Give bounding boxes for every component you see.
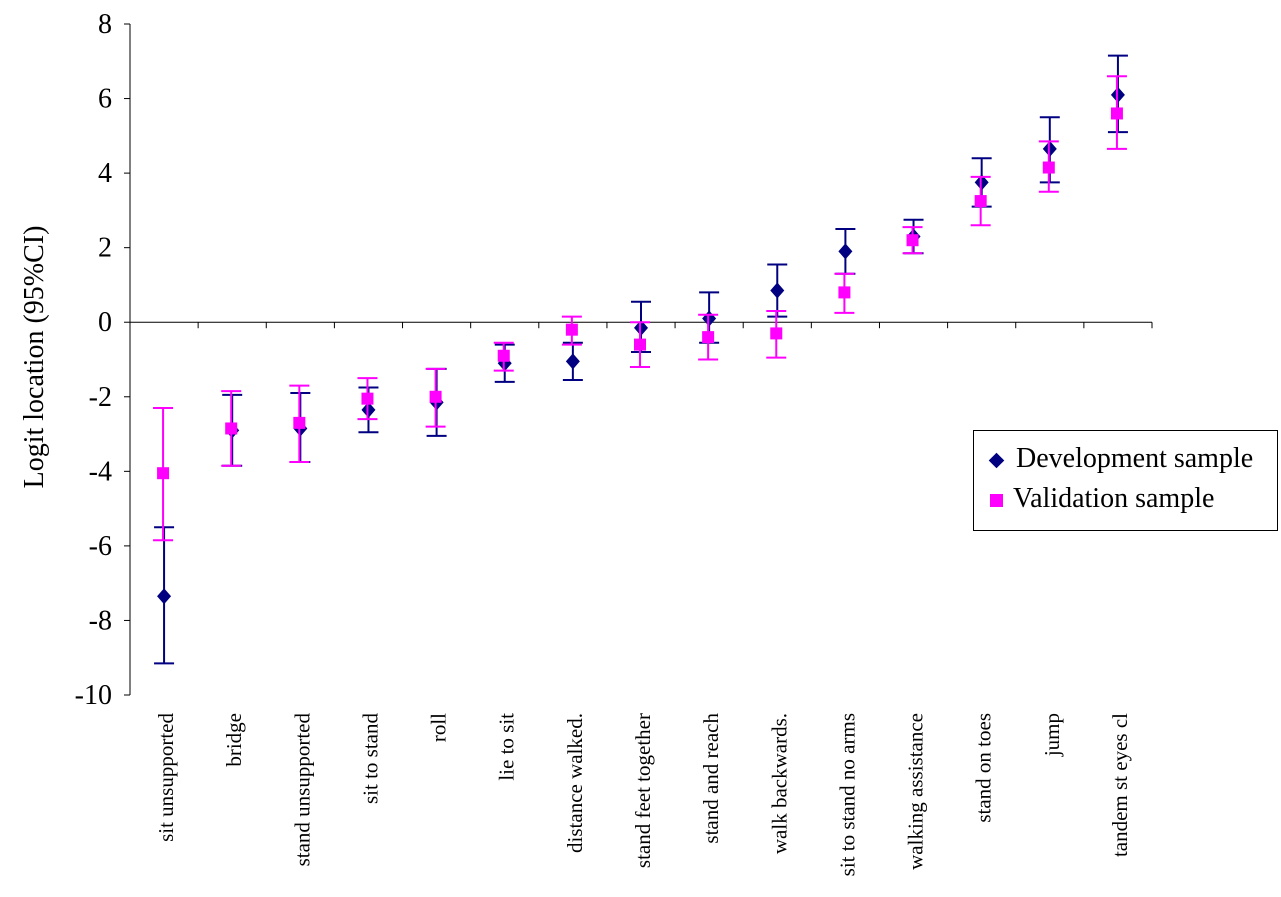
x-tick-label: lie to sit (495, 713, 519, 781)
x-tick-label: sit to stand no arms (835, 713, 859, 876)
data-point-validation (565, 323, 578, 336)
data-point-development (838, 243, 853, 260)
legend-item-validation: Validation sample (988, 483, 1214, 515)
data-point-validation (1042, 161, 1055, 174)
y-ticks: 8 6 4 2 0 -2 -4 -6 -8 -10 (75, 9, 130, 711)
x-tick-label: sit unsupported (154, 713, 178, 842)
data-point-validation (702, 331, 715, 344)
y-tick-label: 0 (98, 307, 112, 338)
y-tick-label: 8 (98, 9, 112, 40)
x-tick-label: bridge (222, 713, 246, 767)
x-tick-label: stand on toes (972, 713, 996, 823)
y-tick-label: 2 (98, 233, 112, 264)
data-point-validation (838, 286, 851, 299)
legend-label-validation: Validation sample (1013, 483, 1215, 514)
y-tick-label: -4 (89, 456, 112, 487)
data-point-validation (361, 392, 374, 405)
data-point-validation (157, 467, 170, 480)
data-point-validation (770, 327, 783, 340)
x-tick-label: stand and reach (699, 713, 723, 844)
data-point-validation (906, 234, 919, 247)
x-tick-label: stand feet together (631, 713, 655, 868)
data-point-development (770, 282, 785, 299)
y-tick-label: 6 (98, 84, 112, 115)
y-tick-label: -2 (89, 382, 112, 413)
legend-item-development: Development sample (988, 443, 1253, 475)
x-tick-label: walking assistance (904, 713, 928, 870)
y-tick-label: -6 (89, 531, 112, 562)
series-validation (153, 75, 1127, 542)
data-point-validation (1110, 107, 1123, 120)
data-point-validation (293, 416, 306, 429)
x-ticks: sit unsupported bridge stand unsupported si… (129, 322, 1153, 876)
y-tick-label: -10 (75, 680, 112, 711)
square-marker-icon (990, 494, 1003, 508)
data-point-validation (497, 349, 510, 362)
data-point-validation (429, 390, 442, 403)
x-tick-label: roll (427, 713, 451, 742)
data-point-validation (225, 422, 238, 435)
data-point-validation (974, 195, 987, 208)
legend-label-development: Development sample (1016, 443, 1254, 474)
y-tick-label: 4 (98, 158, 112, 189)
data-point-validation (634, 338, 646, 351)
data-point-development (565, 353, 580, 370)
data-point-development (157, 588, 172, 605)
x-tick-label: sit to stand (358, 713, 382, 805)
x-tick-label: jump (1040, 713, 1064, 757)
x-tick-label: walk backwards. (767, 713, 791, 854)
x-tick-label: tandem st eyes cl (1108, 713, 1132, 857)
x-tick-label: distance walked. (563, 713, 587, 853)
diamond-marker-icon (988, 452, 1005, 469)
y-axis-label: Logit location (95%CI) (19, 226, 50, 489)
legend: Development sample Validation sample (973, 430, 1278, 531)
x-tick-label: stand unsupported (290, 713, 314, 867)
y-tick-label: -8 (89, 605, 112, 636)
